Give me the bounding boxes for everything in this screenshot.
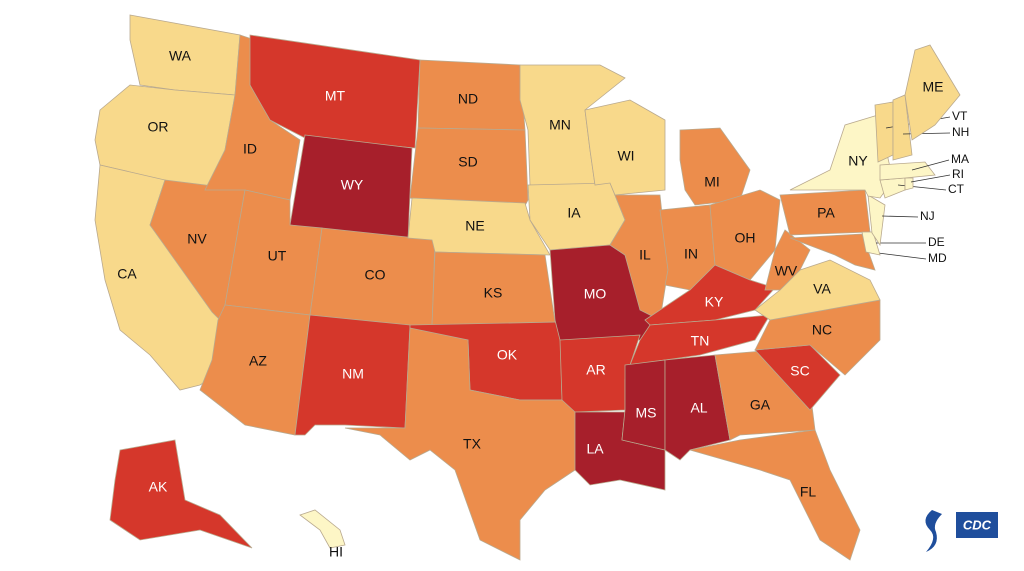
state [904,44,961,141]
state-label: HI [329,544,343,560]
state [764,229,811,291]
state [892,94,913,161]
state-label: MN [549,117,571,133]
state-label: TX [463,436,482,452]
state-label: VA [813,281,831,297]
state-label: PA [817,205,835,221]
logo-box [956,512,998,538]
leader-line [910,174,951,183]
state-label: DE [928,235,945,249]
state [867,194,886,247]
state-label: CA [117,266,137,282]
state-label: ID [243,141,257,157]
state [299,509,346,549]
state [689,429,861,561]
state-label: CT [948,182,965,196]
state [109,439,253,549]
state-label: AZ [249,353,267,369]
state-label: LA [586,441,604,457]
cdc-logo: CDC [925,510,998,552]
state [621,359,666,451]
state-label: NC [812,322,832,338]
state-label: IL [639,247,651,263]
state-label: MI [704,174,720,190]
leader-line [911,159,950,171]
state-label: AK [149,479,168,495]
state-label: MS [636,405,657,421]
state [879,177,906,199]
state-label: SC [790,363,809,379]
logo-text: CDC [963,517,992,532]
state-label: IN [684,246,698,262]
logo-icon [925,510,942,552]
state-label: KY [705,294,724,310]
state-label: AL [690,400,707,416]
state-label: KS [484,285,503,301]
state [874,101,894,163]
state-label: WV [775,263,798,279]
state-label: NY [848,153,868,169]
state-label: RI [952,167,964,181]
leader-line [881,215,919,218]
state-label: NH [952,125,969,139]
state-label: ND [458,91,478,107]
state-label: VT [952,109,968,123]
state-label: NM [342,366,364,382]
state-label: MA [951,152,969,166]
state-label: SD [458,154,477,170]
state-label: ME [923,79,944,95]
state-label: OH [735,230,756,246]
state-label: WY [341,177,364,193]
state [861,231,881,256]
state-label: MD [928,251,947,265]
state-label: CO [365,267,386,283]
state [344,327,576,561]
state-label: NJ [920,209,935,223]
state-label: UT [268,248,287,264]
state-label: GA [750,397,771,413]
state [789,233,876,271]
state-label: WI [617,148,634,164]
state-label: OR [148,119,169,135]
state-label: FL [800,484,817,500]
state-label: MO [584,286,607,302]
state-label: NE [465,218,484,234]
leader-line [902,132,951,135]
state-label: OK [497,347,518,363]
state-label: NV [187,231,207,247]
state-label: AR [586,362,605,378]
states: WA OR CA NV ID MT WY UT CO AZ NM ND SD NE KS OK TX MN IA MO… [94,14,969,561]
state-label: WA [169,48,192,64]
state-label: TN [691,333,710,349]
state [879,161,936,181]
state-label: IA [567,205,581,221]
state [904,177,914,191]
state-label: MT [325,88,346,104]
state [679,127,751,206]
